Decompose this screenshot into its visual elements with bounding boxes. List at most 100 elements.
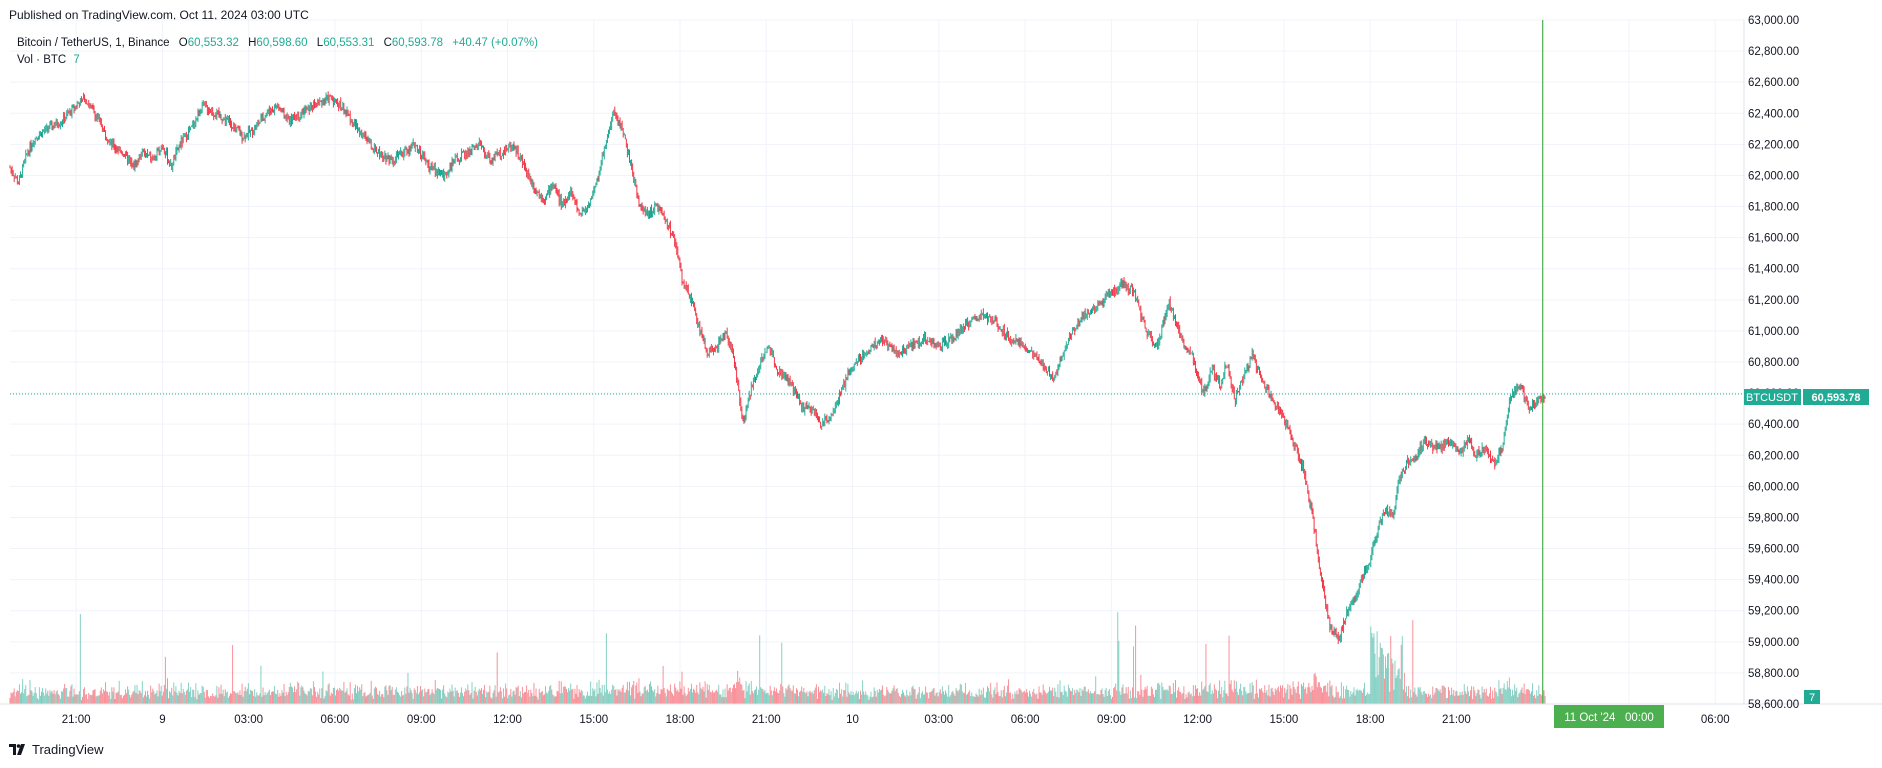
volume-bar xyxy=(1260,689,1262,704)
volume-bar xyxy=(812,693,814,704)
volume-bar xyxy=(881,689,882,704)
volume-bar xyxy=(1184,699,1186,704)
volume-bar xyxy=(1019,688,1021,704)
volume-bar xyxy=(431,689,433,704)
volume-bar xyxy=(542,695,544,704)
volume-bar xyxy=(475,691,477,704)
volume-bar xyxy=(884,696,886,704)
volume-bar xyxy=(828,689,830,704)
volume-bar xyxy=(1262,691,1264,704)
volume-bar xyxy=(690,683,692,704)
volume-bar xyxy=(452,690,454,704)
volume-bar xyxy=(640,696,642,704)
volume-bar xyxy=(1298,693,1300,704)
volume-bar xyxy=(1435,688,1437,704)
volume-bar xyxy=(1031,696,1033,704)
volume-bar xyxy=(595,696,597,704)
volume-bar xyxy=(1126,693,1128,704)
volume-bar xyxy=(669,684,671,704)
volume-bar xyxy=(197,690,199,704)
volume-bar xyxy=(800,690,802,704)
volume-bar xyxy=(822,689,824,704)
volume-bar xyxy=(896,688,898,704)
volume-bar xyxy=(509,694,511,704)
volume-bar xyxy=(1381,648,1383,704)
volume-bar xyxy=(666,688,668,704)
volume-bar xyxy=(844,690,846,704)
volume-bar xyxy=(1324,685,1326,704)
volume-bar xyxy=(1068,688,1070,704)
volume-bar xyxy=(142,697,144,704)
volume-bar xyxy=(1273,695,1275,704)
time-axis[interactable]: 21:00 9 03:00 06:00 09:00 12:00 15:00 18:00 21:0… xyxy=(62,714,1730,726)
volume-bar xyxy=(1065,691,1067,704)
price-axis[interactable]: 58,600.0058,800.0059,000.0059,200.0059,4… xyxy=(1748,15,1799,711)
y-tick-label: 60,000.00 xyxy=(1748,481,1799,493)
volume-bar xyxy=(478,688,480,704)
volume-bar xyxy=(1096,694,1098,704)
volume-bar xyxy=(826,692,828,704)
volume-bar xyxy=(463,696,465,704)
volume-bar xyxy=(576,685,578,704)
volume-bar xyxy=(911,687,913,704)
volume-bar xyxy=(412,699,414,704)
volume-bar xyxy=(332,688,334,704)
volume-bar xyxy=(1528,690,1530,704)
volume-bar xyxy=(1117,612,1119,704)
volume-bar xyxy=(214,696,216,704)
volume-bar xyxy=(1225,692,1227,704)
volume-bar xyxy=(900,693,902,704)
volume-bar xyxy=(588,695,590,704)
volume-bar xyxy=(1208,685,1210,704)
volume-bar xyxy=(1296,686,1298,704)
volume-bar xyxy=(762,689,764,704)
volume-bar xyxy=(771,695,773,704)
volume-bar xyxy=(779,690,781,704)
volume-bar xyxy=(848,692,850,704)
volume-bar xyxy=(1379,642,1381,704)
volume-bar xyxy=(1009,692,1011,704)
volume-bar xyxy=(743,689,745,704)
volume-bar xyxy=(506,688,508,704)
volume-bar xyxy=(1486,695,1488,704)
volume-bar xyxy=(1202,689,1204,704)
tradingview-footer[interactable]: TradingView xyxy=(9,742,104,757)
volume-bar xyxy=(635,685,637,704)
volume-bar xyxy=(667,690,669,704)
volume-bar xyxy=(290,686,292,704)
volume-bar xyxy=(102,689,104,704)
volume-bar xyxy=(1400,644,1402,704)
volume-bar xyxy=(477,690,479,704)
volume-bar xyxy=(1503,683,1505,704)
volume-bar xyxy=(962,692,964,704)
volume-bar xyxy=(362,696,364,704)
volume-bar xyxy=(266,692,268,704)
volume-bar xyxy=(974,696,976,704)
volume-label: Vol · BTC xyxy=(17,54,67,66)
volume-bar xyxy=(471,682,473,704)
volume-bar xyxy=(32,695,34,704)
volume-bar xyxy=(1372,637,1374,704)
volume-bar xyxy=(1467,691,1469,704)
volume-bar xyxy=(1471,686,1473,704)
x-tick-label: 06:00 xyxy=(1011,714,1040,726)
volume-bar xyxy=(130,697,132,704)
volume-bar xyxy=(909,691,911,704)
volume-bar xyxy=(899,697,901,704)
volume-bar xyxy=(117,691,119,704)
volume-bar xyxy=(270,691,272,704)
volume-bar xyxy=(724,688,726,704)
volume-bar xyxy=(623,692,625,704)
volume-bar xyxy=(132,692,134,704)
volume-bar xyxy=(902,689,903,704)
volume-bar xyxy=(872,696,874,704)
volume-bar xyxy=(1252,685,1254,704)
volume-bar xyxy=(287,692,289,704)
volume-bar xyxy=(76,694,78,704)
volume-bar xyxy=(1215,690,1217,704)
x-tick-label: 06:00 xyxy=(321,714,350,726)
volume-bar xyxy=(490,697,492,704)
volume-bar xyxy=(407,672,409,704)
volume-bar xyxy=(572,688,574,704)
